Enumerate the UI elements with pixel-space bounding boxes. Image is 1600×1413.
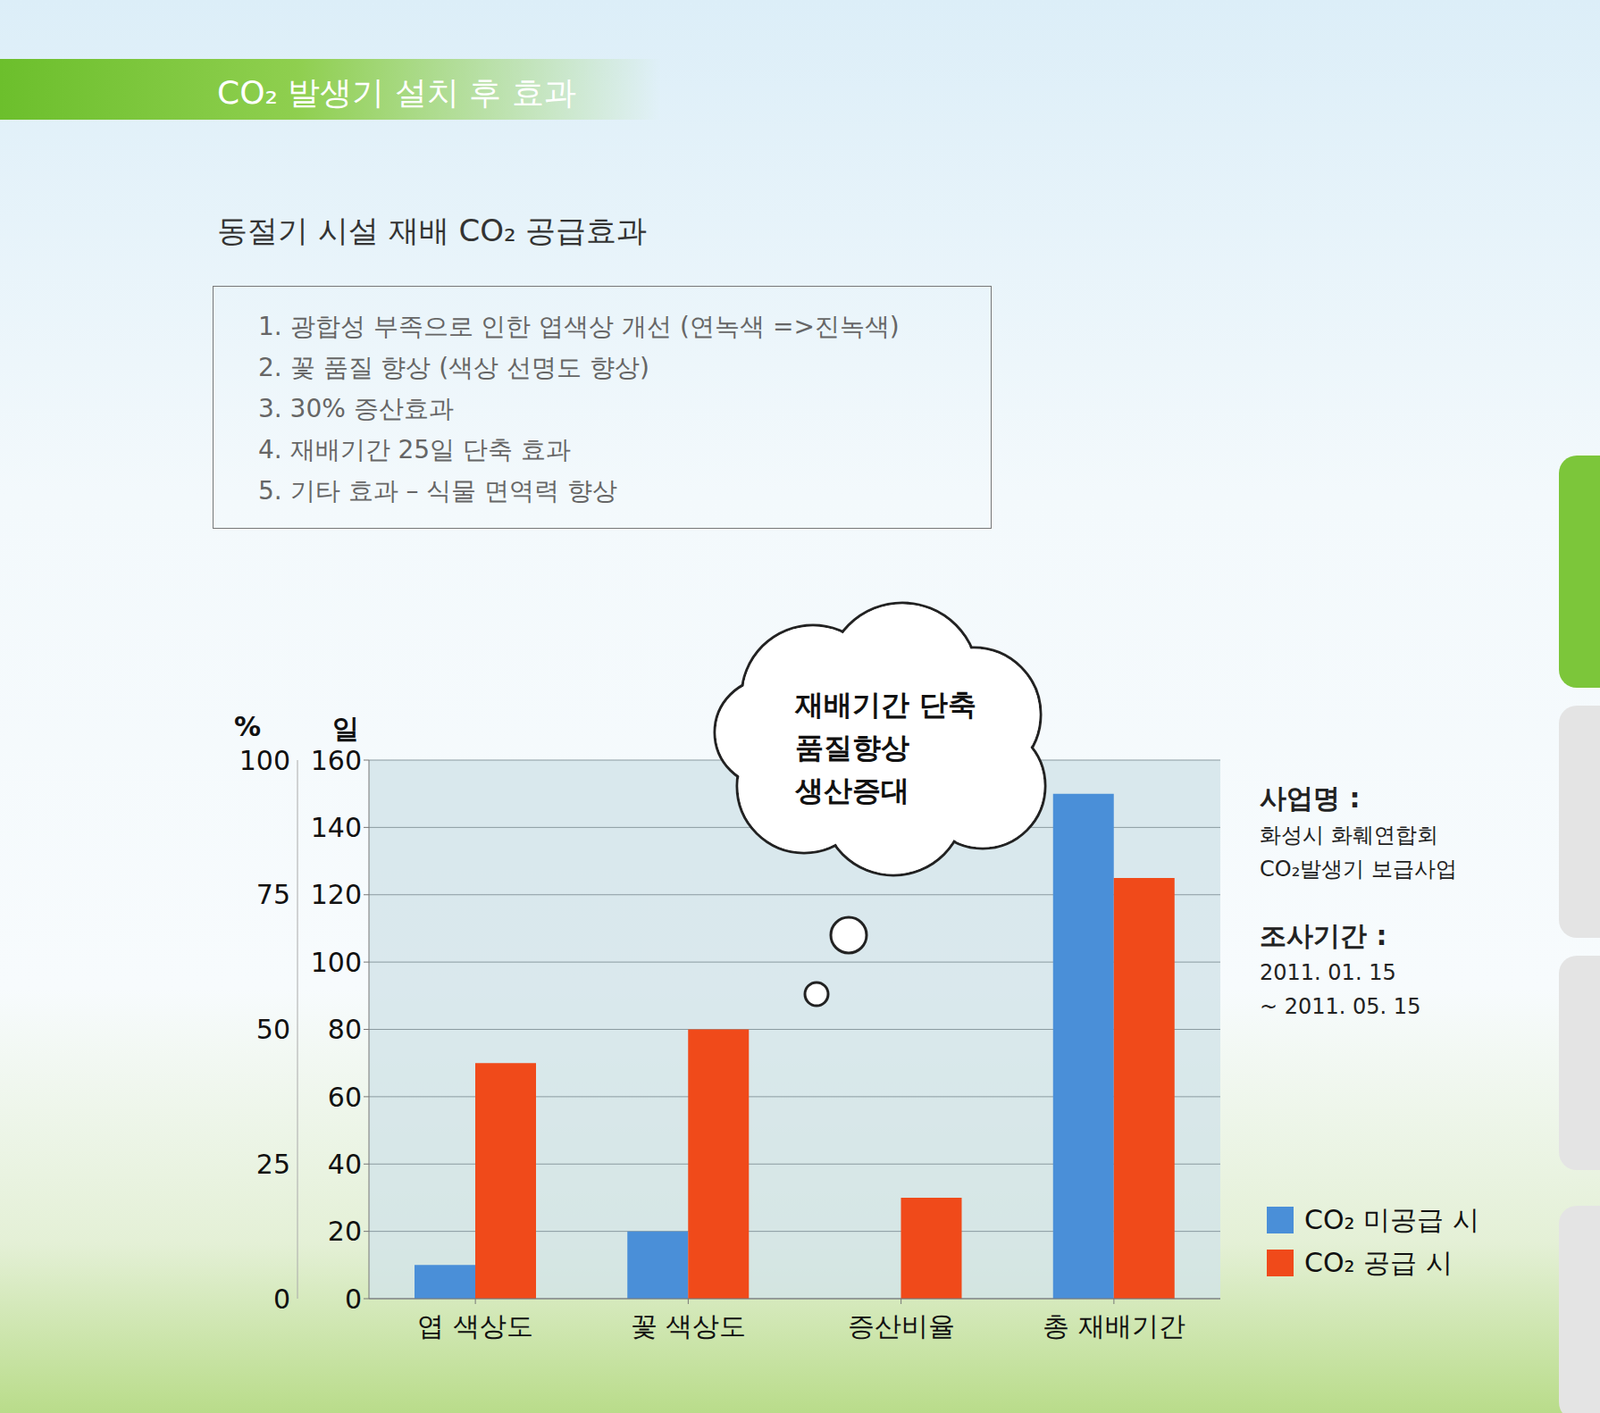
svg-text:60: 60 <box>327 1081 362 1114</box>
svg-text:20: 20 <box>327 1215 362 1248</box>
svg-text:꽃 색상도: 꽃 색상도 <box>630 1310 747 1342</box>
svg-text:총 재배기간: 총 재배기간 <box>1042 1310 1186 1342</box>
svg-text:100: 100 <box>310 946 362 979</box>
html-text:조사기간 :: 조사기간 : <box>1259 920 1387 952</box>
html-text:사업명 :: 사업명 : <box>1259 782 1361 814</box>
svg-text:140: 140 <box>310 812 362 844</box>
html-text:5. 기타 효과 – 식물 면역력 향상: 5. 기타 효과 – 식물 면역력 향상 <box>258 476 618 506</box>
html-text:4. 재배기간 25일 단축 효과: 4. 재배기간 25일 단축 효과 <box>258 435 571 465</box>
html-text:동절기 시설 재배 CO₂ 공급효과: 동절기 시설 재배 CO₂ 공급효과 <box>217 212 648 249</box>
svg-text:생산증대: 생산증대 <box>794 773 910 808</box>
svg-text:75: 75 <box>256 879 291 911</box>
html-text:~ 2011. 05. 15: ~ 2011. 05. 15 <box>1259 994 1421 1020</box>
svg-text:엽 색상도: 엽 색상도 <box>417 1310 534 1342</box>
svg-text:0: 0 <box>344 1283 362 1316</box>
svg-text:증산비율: 증산비율 <box>847 1310 955 1342</box>
svg-text:50: 50 <box>256 1013 291 1046</box>
html-text:CO₂발생기 보급사업: CO₂발생기 보급사업 <box>1259 856 1457 882</box>
html-text:3. 30% 증산효과: 3. 30% 증산효과 <box>258 393 454 424</box>
svg-text:25: 25 <box>256 1148 291 1181</box>
svg-text:80: 80 <box>327 1013 362 1046</box>
html-text:1. 광합성 부족으로 인한 엽색상 개선 (연녹색 =>진: 1. 광합성 부족으로 인한 엽색상 개선 (연녹색 =>진녹색) <box>258 311 900 342</box>
svg-text:품질향상: 품질향상 <box>795 730 910 765</box>
html-text:2011. 01. 15: 2011. 01. 15 <box>1259 960 1397 986</box>
svg-text:120: 120 <box>310 879 362 911</box>
html-text:CO₂ 발생기 설치 후 효과: CO₂ 발생기 설치 후 효과 <box>217 74 576 111</box>
html-text:화성시 화훼연합회: 화성시 화훼연합회 <box>1259 822 1438 848</box>
svg-text:0: 0 <box>273 1283 291 1316</box>
svg-text:재배기간 단축: 재배기간 단축 <box>794 687 977 722</box>
html-text:CO₂ 미공급 시: CO₂ 미공급 시 <box>1304 1203 1480 1236</box>
svg-text:160: 160 <box>310 745 362 777</box>
html-text:CO₂ 공급 시: CO₂ 공급 시 <box>1304 1246 1453 1278</box>
svg-text:100: 100 <box>239 745 291 777</box>
html-text:일: 일 <box>332 712 360 745</box>
svg-text:40: 40 <box>327 1148 362 1181</box>
html-text:2. 꽃 품질 향상 (색상 선명도 향상): 2. 꽃 품질 향상 (색상 선명도 향상) <box>258 352 650 383</box>
